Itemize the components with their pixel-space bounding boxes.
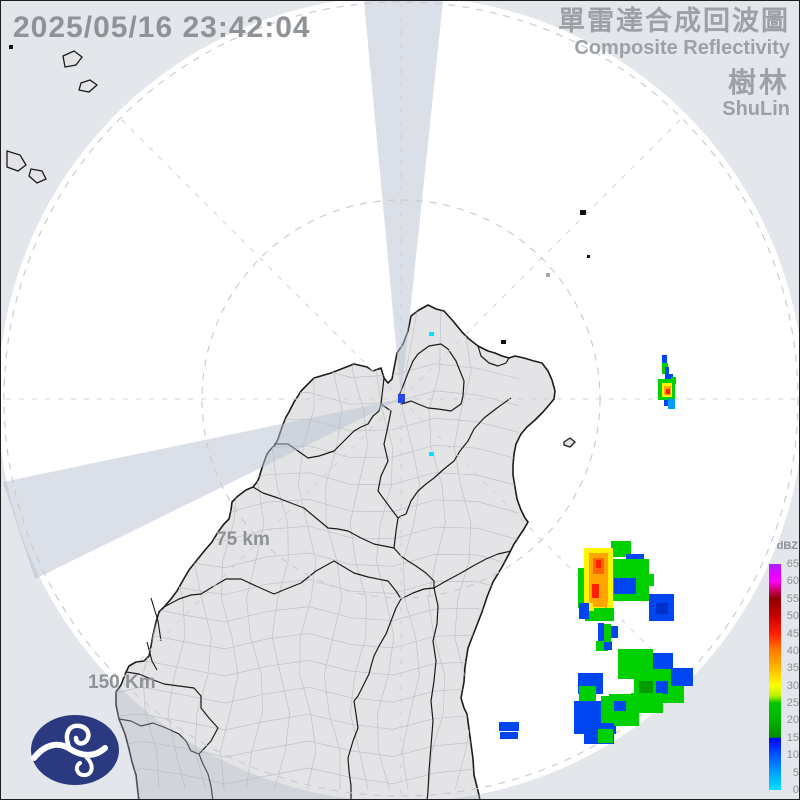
product-title-block: 單雷達合成回波圖 Composite Reflectivity 樹林 ShuLi… bbox=[558, 7, 790, 120]
echo-cell bbox=[596, 560, 601, 568]
dbz-gradient-bar bbox=[769, 564, 781, 790]
echo-cell bbox=[656, 603, 668, 614]
echo-cell bbox=[614, 701, 626, 711]
station-name-en: ShuLin bbox=[722, 97, 790, 120]
echo-cell bbox=[429, 332, 434, 336]
echo-cell bbox=[611, 626, 618, 638]
range-ring-label-75km: 75 km bbox=[216, 529, 270, 550]
cwa-logo bbox=[31, 715, 119, 785]
echo-cell bbox=[398, 394, 405, 403]
echo-cell bbox=[596, 641, 608, 651]
echo-cell bbox=[592, 584, 599, 598]
observation-timestamp: 2025/05/16 23:42:04 bbox=[13, 11, 311, 44]
echo-cell bbox=[429, 452, 434, 456]
echo-cell bbox=[614, 578, 636, 594]
echo-cell bbox=[500, 732, 518, 739]
echo-cell bbox=[604, 642, 612, 650]
dbz-tick-10: 10 bbox=[786, 749, 799, 762]
dbz-tick-15: 15 bbox=[786, 731, 799, 744]
product-title-en: Composite Reflectivity bbox=[574, 37, 790, 60]
echo-cell bbox=[594, 608, 614, 621]
dbz-tick-50: 50 bbox=[786, 610, 799, 623]
dbz-tick-20: 20 bbox=[786, 714, 799, 727]
echo-cell bbox=[664, 400, 668, 406]
station-name-zh: 樹林 bbox=[727, 67, 790, 99]
reflectivity-echoes bbox=[398, 273, 693, 744]
dbz-tick-30: 30 bbox=[786, 679, 799, 692]
echo-cell bbox=[593, 599, 607, 609]
radial-225 bbox=[119, 398, 402, 681]
echo-cell bbox=[666, 389, 670, 394]
dbz-tick-35: 35 bbox=[786, 662, 799, 675]
echo-cell bbox=[653, 653, 673, 669]
echo-cell bbox=[604, 624, 611, 643]
dbz-color-scale: dBZ 65 60 55 50 45 40 35 30 25 20 15 10 5 0 bbox=[766, 540, 799, 798]
echo-cell bbox=[546, 273, 550, 277]
echo-cell bbox=[579, 686, 596, 704]
echo-cell bbox=[611, 541, 631, 557]
dbz-unit-label: dBZ bbox=[776, 540, 798, 552]
dbz-tick-40: 40 bbox=[786, 644, 799, 657]
radial-45 bbox=[400, 117, 683, 400]
echo-cell bbox=[665, 367, 669, 379]
echo-cell bbox=[671, 377, 676, 384]
echo-cell bbox=[598, 623, 604, 641]
dbz-tick-60: 60 bbox=[786, 575, 799, 588]
islet-dots bbox=[9, 45, 590, 344]
echo-cell bbox=[499, 722, 519, 731]
radial-135 bbox=[400, 398, 683, 681]
radial-315 bbox=[119, 117, 402, 400]
dbz-tick-45: 45 bbox=[786, 627, 799, 640]
offshore-sandbars bbox=[146, 597, 162, 671]
echo-cell bbox=[662, 355, 667, 364]
echo-cell bbox=[668, 399, 675, 409]
echo-cell bbox=[656, 681, 668, 694]
dbz-tick-65: 65 bbox=[786, 558, 799, 570]
echo-cell bbox=[643, 574, 654, 586]
dbz-tick-0: 0 bbox=[792, 784, 799, 796]
azimuth-radials bbox=[4, 2, 798, 796]
echo-cell bbox=[598, 729, 613, 743]
dbz-tick-5: 5 bbox=[792, 766, 799, 779]
cwa-logo-wave bbox=[31, 723, 108, 778]
dbz-tick-25: 25 bbox=[786, 697, 799, 710]
outlying-islands bbox=[6, 50, 576, 448]
dbz-tick-55: 55 bbox=[786, 592, 799, 605]
echo-cell bbox=[579, 603, 589, 619]
echo-cell bbox=[671, 668, 693, 686]
product-title-zh: 單雷達合成回波圖 bbox=[558, 6, 790, 36]
range-ring-label-150km: 150 Km bbox=[88, 672, 156, 693]
